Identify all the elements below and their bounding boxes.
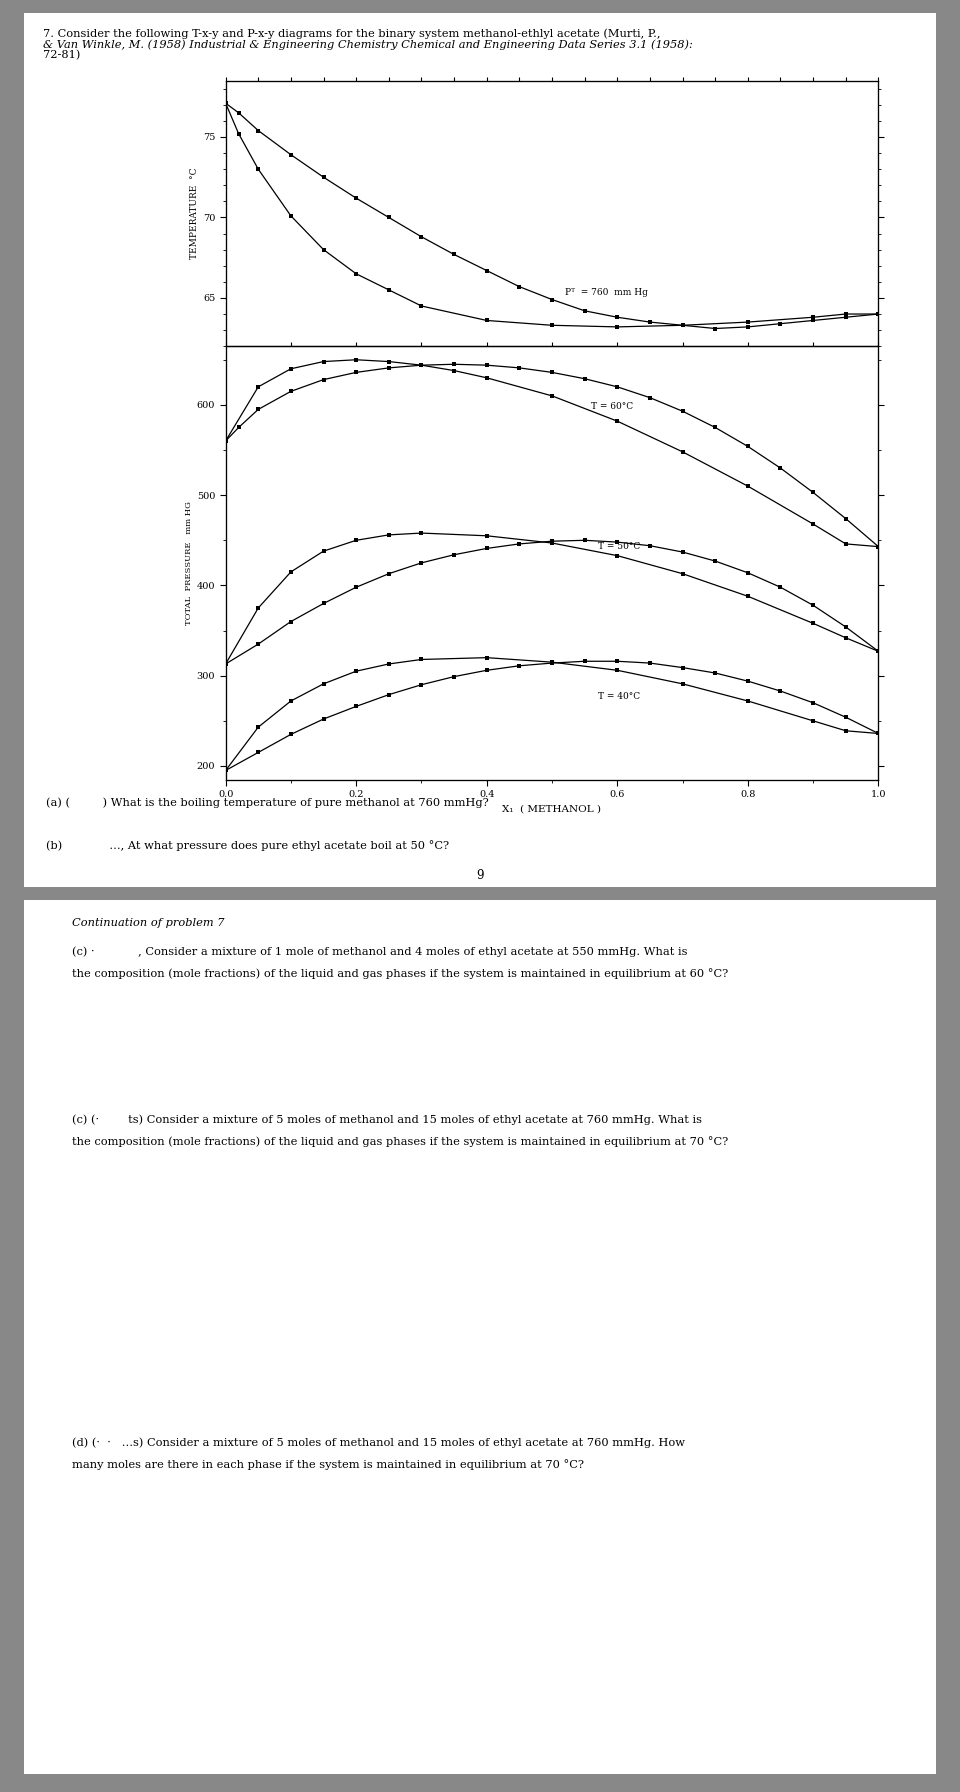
Text: (b)             ..., At what pressure does pure ethyl acetate boil at 50 °C?: (b) ..., At what pressure does pure ethy… (46, 840, 449, 851)
Text: T = 60°C: T = 60°C (591, 403, 634, 412)
Text: Continuation of problem 7: Continuation of problem 7 (72, 918, 225, 928)
Text: (a) (         ) What is the boiling temperature of pure methanol at 760 mmHg?: (a) ( ) What is the boiling temperature … (46, 797, 489, 808)
Text: many moles are there in each phase if the system is maintained in equilibrium at: many moles are there in each phase if th… (72, 1459, 584, 1469)
Text: the composition (mole fractions) of the liquid and gas phases if the system is m: the composition (mole fractions) of the … (72, 968, 729, 978)
Text: (d) (·  ·   …s) Consider a mixture of 5 moles of methanol and 15 moles of ethyl : (d) (· · …s) Consider a mixture of 5 mol… (72, 1437, 685, 1448)
Text: 9: 9 (476, 869, 484, 882)
Text: T = 50°C: T = 50°C (598, 543, 640, 552)
Y-axis label: TEMPERATURE  °C: TEMPERATURE °C (190, 168, 199, 260)
Text: 7. Consider the following T-x-y and P-x-y diagrams for the binary system methano: 7. Consider the following T-x-y and P-x-… (43, 29, 660, 39)
Text: 72-81): 72-81) (43, 50, 81, 61)
Text: the composition (mole fractions) of the liquid and gas phases if the system is m: the composition (mole fractions) of the … (72, 1136, 729, 1147)
Text: (c) ·            , Consider a mixture of 1 mole of methanol and 4 moles of ethyl: (c) · , Consider a mixture of 1 mole of … (72, 946, 687, 957)
Text: & Van Winkle, M. (1958) Industrial & Engineering Chemistry Chemical and Engineer: & Van Winkle, M. (1958) Industrial & Eng… (43, 39, 693, 50)
Text: (c) (·        ts) Consider a mixture of 5 moles of methanol and 15 moles of ethy: (c) (· ts) Consider a mixture of 5 moles… (72, 1115, 702, 1125)
Y-axis label: TOTAL  PRESSURE   mm HG: TOTAL PRESSURE mm HG (184, 502, 193, 625)
Text: T = 40°C: T = 40°C (598, 692, 639, 701)
X-axis label: X₁  ( METHANOL ): X₁ ( METHANOL ) (502, 805, 602, 814)
Text: Pᵀ  = 760  mm Hg: Pᵀ = 760 mm Hg (565, 289, 648, 297)
